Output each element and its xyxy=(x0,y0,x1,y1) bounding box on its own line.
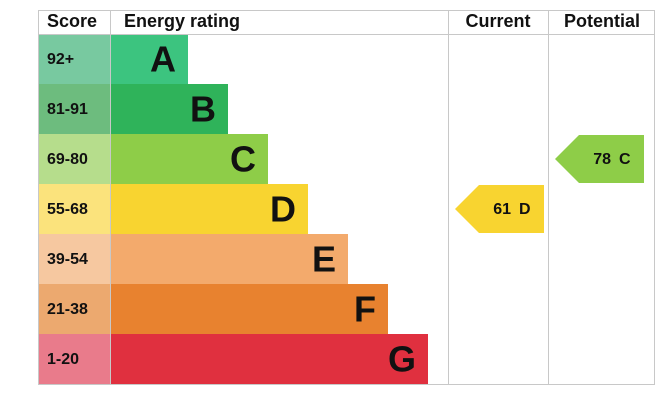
band-letter: G xyxy=(388,339,416,380)
rating-bar xyxy=(110,84,228,134)
band-letter: F xyxy=(354,289,376,330)
table-border xyxy=(38,10,655,385)
rating-bar xyxy=(110,234,348,284)
band-letter: B xyxy=(190,89,216,130)
rating-bar xyxy=(110,34,188,84)
band-letter: E xyxy=(312,239,336,280)
band-letter: A xyxy=(150,39,176,80)
rating-bar xyxy=(110,334,428,384)
score-label: 55-68 xyxy=(47,201,88,218)
current-header: Current xyxy=(465,11,530,31)
score-cell xyxy=(38,234,110,284)
rating-bar xyxy=(110,134,268,184)
potential-header: Potential xyxy=(564,11,640,31)
band-letter: D xyxy=(270,189,296,230)
rating-bar xyxy=(110,284,388,334)
score-cell xyxy=(38,34,110,84)
score-label: 39-54 xyxy=(47,251,88,268)
score-cell xyxy=(38,184,110,234)
current-arrow xyxy=(455,185,544,233)
rating-bar xyxy=(110,184,308,234)
score-label: 81-91 xyxy=(47,101,88,118)
score-cell xyxy=(38,334,110,384)
band-letter: C xyxy=(230,139,256,180)
potential-letter: C xyxy=(619,151,631,168)
score-label: 69-80 xyxy=(47,151,88,168)
score-label: 21-38 xyxy=(47,301,88,318)
score-label: 1-20 xyxy=(47,351,79,368)
score-cell xyxy=(38,134,110,184)
score-header: Score xyxy=(47,11,97,31)
current-letter: D xyxy=(519,201,531,218)
potential-arrow xyxy=(555,135,644,183)
score-cell xyxy=(38,284,110,334)
score-label: 92+ xyxy=(47,51,74,68)
potential-value: 78 xyxy=(593,151,611,168)
rating-header: Energy rating xyxy=(124,11,240,31)
current-value: 61 xyxy=(493,201,511,218)
score-cell xyxy=(38,84,110,134)
